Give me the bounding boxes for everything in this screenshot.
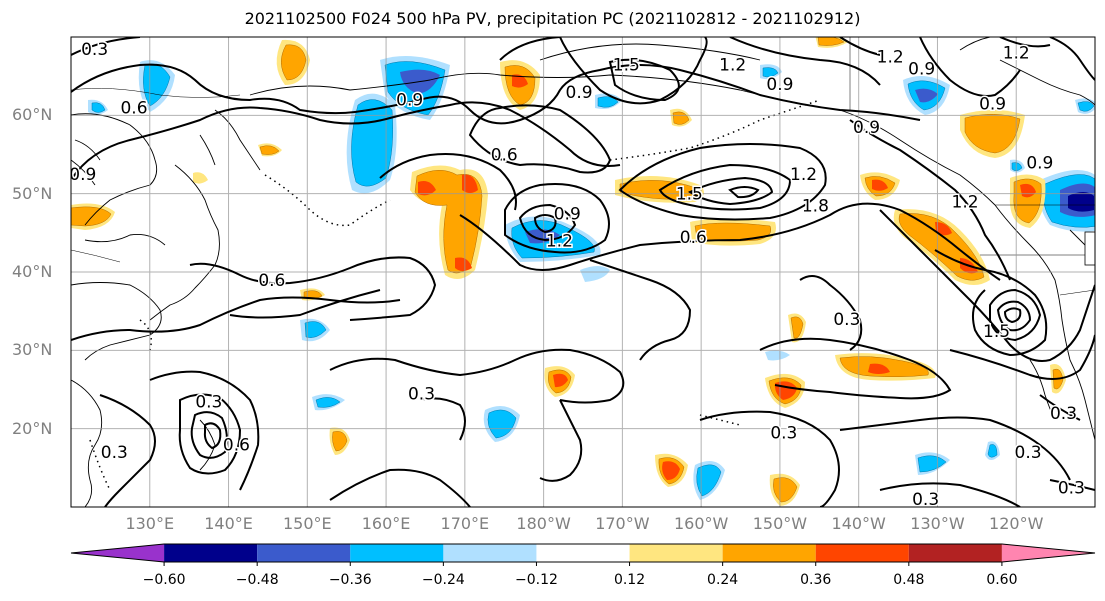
longitude-label: 180°W <box>516 514 571 533</box>
map-gridlines <box>71 37 1095 507</box>
colorbar-swatch <box>908 544 1002 562</box>
contour-label: 1.2 <box>546 232 573 252</box>
colorbar-tick-label: 0.24 <box>707 572 739 588</box>
longitude-label: 150°E <box>282 514 332 533</box>
contour-label: 1.8 <box>802 196 829 216</box>
latitude-label: 30°N <box>12 340 53 360</box>
contour-label: 0.3 <box>408 384 435 404</box>
contour-label: 0.9 <box>396 91 423 111</box>
colorbar-tick-label: −0.24 <box>421 572 465 588</box>
contour-label: 1.2 <box>790 165 817 185</box>
contour-label: 0.3 <box>1050 404 1077 424</box>
map-title: 2021102500 F024 500 hPa PV, precipitatio… <box>244 9 861 28</box>
colorbar <box>70 543 1096 566</box>
contour-label: 0.6 <box>223 435 250 455</box>
map-plot-area: 0.30.60.90.60.90.60.91.5 1.20.91.20.91.20… <box>69 37 1095 510</box>
colorbar-tick-label: 0.36 <box>800 572 832 588</box>
contour-label: 0.9 <box>908 59 935 79</box>
contour-label: 0.9 <box>766 75 793 95</box>
colorbar-swatch <box>722 544 816 562</box>
colorbar-swatch <box>257 544 351 562</box>
contour-label: 1.5 <box>676 185 703 205</box>
colorbar-swatch <box>350 544 444 562</box>
colorbar-tick-label: −0.60 <box>142 572 186 588</box>
colorbar-tick-label: 0.12 <box>613 572 646 588</box>
island-chains <box>89 99 821 491</box>
colorbar-tick-label: −0.48 <box>235 572 279 588</box>
colorbar-tick-label: −0.36 <box>328 572 372 588</box>
colorbar-swatch <box>164 544 258 562</box>
contour-label: 0.6 <box>680 228 707 248</box>
contour-label: 1.5 <box>983 322 1010 342</box>
longitude-label: 150°W <box>752 514 808 533</box>
latitude-label: 50°N <box>12 183 53 203</box>
longitude-label: 130°E <box>125 514 175 533</box>
contour-label: 0.3 <box>101 443 128 463</box>
contour-label: 0.3 <box>81 40 108 60</box>
longitude-label: 130°W <box>910 514 965 533</box>
contour-label: 0.3 <box>833 310 860 330</box>
colorbar-swatch <box>1001 544 1095 562</box>
map-frame <box>70 36 1096 508</box>
contour-label: 1.2 <box>877 48 904 68</box>
contour-label: 0.3 <box>1015 443 1042 463</box>
longitude-label: 160°W <box>673 514 729 533</box>
colorbar-swatch <box>629 544 723 562</box>
longitude-label: 120°W <box>989 514 1044 533</box>
contour-label: 1.2 <box>1003 44 1030 64</box>
colorbar-swatch <box>443 544 537 562</box>
contour-label: 0.9 <box>853 118 880 138</box>
longitude-label: 170°E <box>440 514 490 533</box>
contour-label: 0.3 <box>770 424 797 444</box>
coastlines <box>71 37 1095 507</box>
contour-label: 0.6 <box>258 271 285 291</box>
latitude-label: 20°N <box>12 418 53 438</box>
contour-label: 1.5 <box>613 55 640 75</box>
contour-label: 1.2 <box>719 55 746 75</box>
contour-labels: 0.30.60.90.60.90.60.91.5 1.20.91.20.91.20… <box>69 38 1086 510</box>
latitude-label: 60°N <box>12 105 53 125</box>
colorbar-swatch <box>536 544 630 562</box>
colorbar-tick-label: −0.12 <box>515 572 558 588</box>
contour-label: 0.3 <box>1058 478 1085 498</box>
longitude-label: 140°W <box>831 514 886 533</box>
latitude-label: 40°N <box>12 262 53 281</box>
contour-label: 0.9 <box>554 204 581 224</box>
contour-label: 0.3 <box>912 490 939 510</box>
pv-contours <box>71 37 1095 507</box>
contour-label: 0.9 <box>69 165 96 185</box>
colorbar-swatch <box>815 544 909 562</box>
contour-label: 0.9 <box>979 95 1006 115</box>
contour-label: 0.6 <box>120 99 147 119</box>
contour-label: 1.2 <box>952 193 979 213</box>
contour-label: 0.3 <box>195 392 222 412</box>
contour-label: 0.9 <box>566 83 593 103</box>
longitude-label: 160°E <box>361 514 411 533</box>
contour-label: 0.9 <box>1026 153 1053 173</box>
longitude-label: 140°E <box>204 514 253 533</box>
colorbar-tick-label: 0.48 <box>893 572 925 588</box>
colorbar-tick-label: 0.60 <box>986 572 1018 588</box>
colorbar-swatch <box>71 544 165 562</box>
longitude-label: 170°W <box>595 514 650 533</box>
contour-label: 0.6 <box>491 146 518 166</box>
